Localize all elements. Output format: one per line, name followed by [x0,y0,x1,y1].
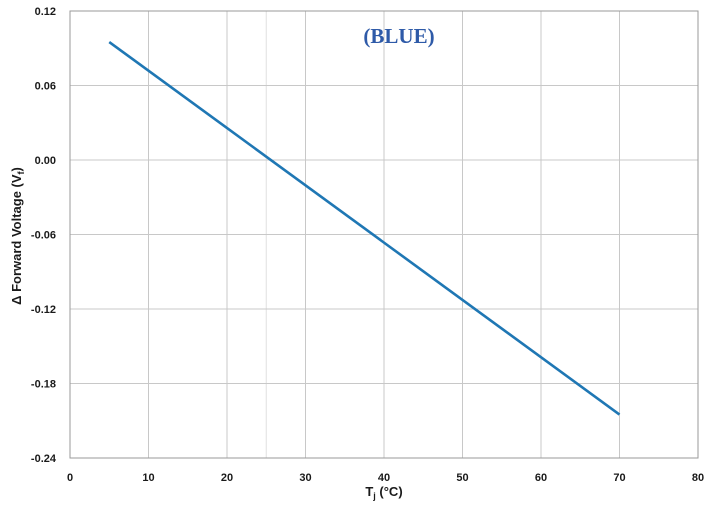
x-tick-label: 50 [456,472,468,484]
y-axis-label: Δ Forward Voltage (Vf) [9,167,26,305]
y-tick-label: -0.12 [31,304,56,316]
y-tick-label: 0.00 [35,155,56,167]
x-tick-labels: 0 10 20 30 40 50 60 70 80 [67,472,704,484]
series-line-0 [108,40,621,416]
grid [69,10,699,459]
chart-annotation: (BLUE) [363,24,434,48]
y-tick-label: -0.06 [31,230,56,242]
series-layer [108,40,621,416]
y-tick-label: 0.06 [35,81,56,93]
x-tick-label: 0 [67,472,73,484]
x-tick-label: 40 [378,472,390,484]
y-tick-label: -0.24 [31,453,57,465]
x-tick-label: 70 [613,472,625,484]
y-tick-label: 0.12 [35,6,56,18]
x-tick-label: 10 [142,472,154,484]
plot-frame [69,10,699,459]
x-tick-label: 60 [535,472,547,484]
y-tick-labels: 0.12 0.06 0.00 -0.06 -0.12 -0.18 -0.24 [31,6,57,465]
x-tick-label: 80 [692,472,704,484]
x-tick-label: 20 [221,472,233,484]
x-axis-label: Tj (°C) [365,484,402,501]
y-tick-label: -0.18 [31,379,56,391]
x-tick-label: 30 [299,472,311,484]
